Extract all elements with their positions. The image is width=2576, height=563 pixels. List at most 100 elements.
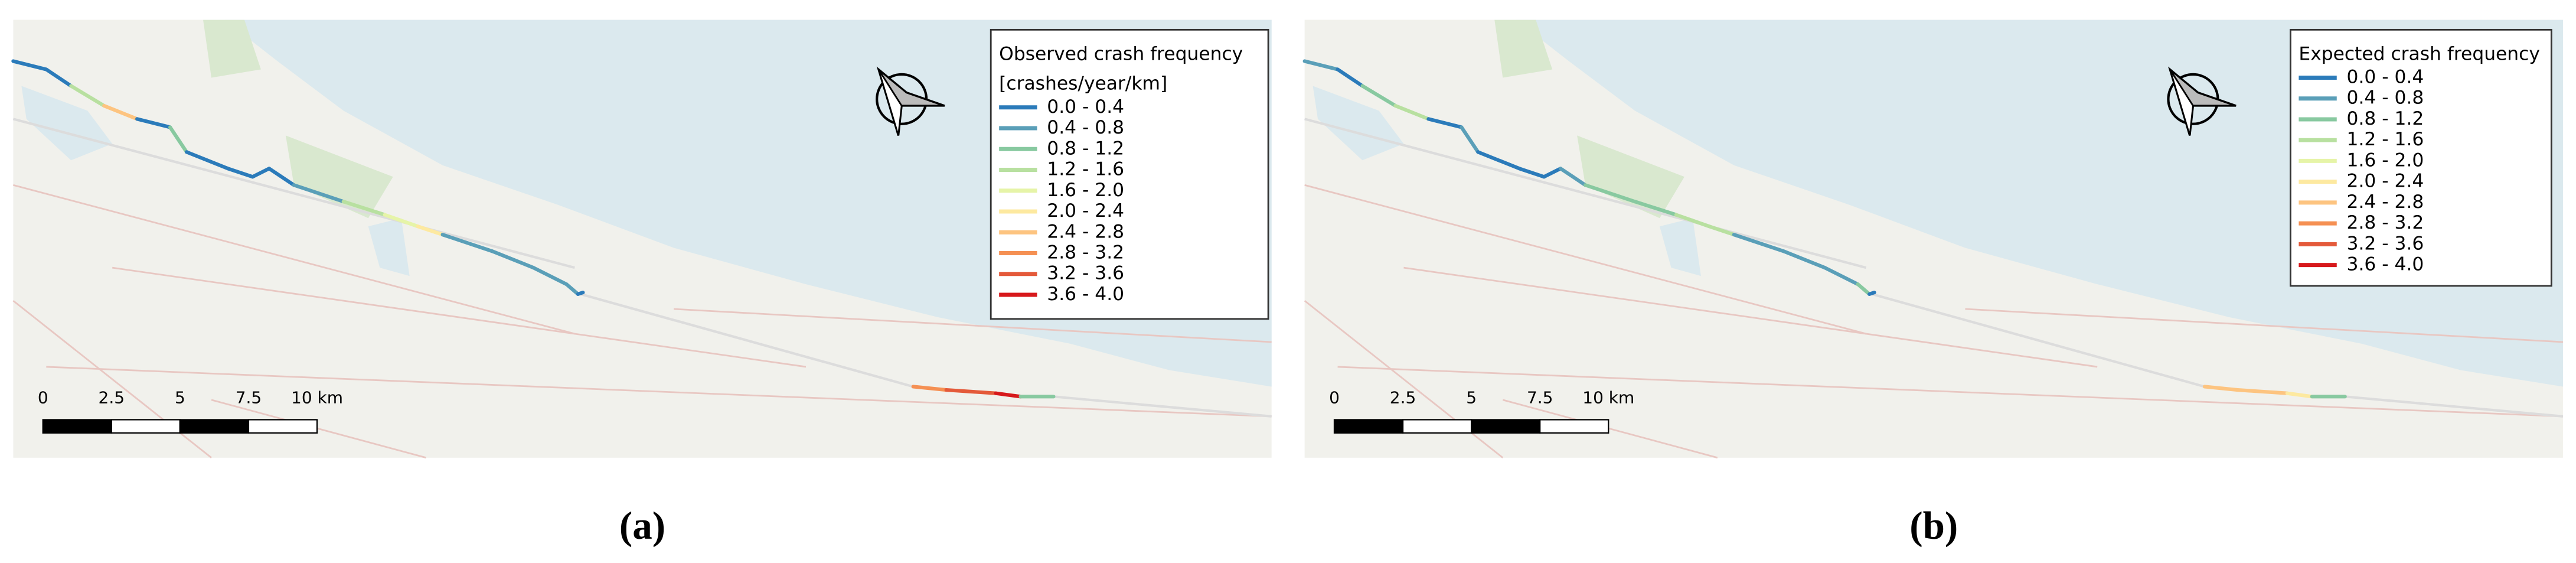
road-segment: [250, 167, 271, 179]
water-basin: [368, 218, 410, 276]
scale-bar-segment: [1333, 419, 1404, 434]
legend-label: 2.8 - 3.2: [2347, 212, 2424, 233]
road-segment: [1707, 224, 1736, 237]
road-segment: [267, 167, 296, 187]
minor-road: [1502, 399, 1718, 459]
road-segment: [2285, 391, 2314, 399]
road-segment: [383, 213, 420, 229]
legend-box: [990, 28, 1269, 320]
water-basin: [1313, 86, 1404, 161]
panel-label: (a): [619, 503, 665, 548]
scale-bar-label: 2.5: [1390, 388, 1416, 407]
north-arrow-needle-shade: [877, 69, 903, 136]
legend-label: 0.4 - 0.8: [2347, 87, 2424, 109]
scale-bar-segment: [1471, 419, 1541, 434]
road-segment: [226, 167, 255, 179]
road-segment: [1674, 213, 1711, 229]
minor-road: [12, 118, 575, 269]
north-arrow: [2167, 66, 2237, 136]
road-segment: [564, 282, 580, 296]
green-area: [1577, 135, 1684, 219]
minor-road: [46, 366, 1272, 418]
legend-label: 2.0 - 2.4: [2347, 171, 2424, 192]
minor-road: [1965, 308, 2564, 343]
legend-label: 3.6 - 4.0: [1047, 284, 1124, 305]
water-basin: [1659, 218, 1701, 276]
north-arrow-needle-shade: [2169, 69, 2194, 136]
legend-label: 0.8 - 1.2: [1047, 138, 1124, 159]
road-segment: [1867, 290, 1876, 296]
road-segment: [911, 385, 948, 392]
scale-bar-segment: [1539, 419, 1609, 434]
road-segment: [1823, 266, 1860, 287]
legend-label: 1.2 - 1.6: [1047, 159, 1124, 180]
road-segment: [1633, 200, 1679, 217]
minor-road: [574, 291, 914, 388]
road-segment: [2235, 388, 2289, 395]
road-segment: [1476, 150, 1522, 171]
legend-title: Observed crash frequency: [999, 43, 1243, 64]
legend-units: [crashes/year/km]: [999, 73, 1167, 95]
scale-bar-label: 0: [1329, 388, 1340, 407]
legend-label: 1.6 - 2.0: [1047, 180, 1124, 201]
north-arrow: [876, 66, 945, 136]
legend-label: 0.0 - 0.4: [1047, 96, 1124, 118]
road-segment: [1584, 183, 1637, 204]
minor-road: [211, 399, 426, 459]
legend-label: 0.4 - 0.8: [1047, 117, 1124, 138]
legend-label: 3.6 - 4.0: [2347, 254, 2424, 275]
green-area: [1494, 19, 1553, 78]
minor-road: [1866, 291, 2205, 388]
scale-bar-label: 10 km: [1582, 388, 1634, 407]
road-segment: [1426, 117, 1464, 129]
road-segment: [135, 117, 172, 129]
water-basin: [21, 86, 113, 161]
scale-bar-label: 7.5: [1527, 388, 1553, 407]
scale-bar-label: 2.5: [99, 388, 125, 407]
legend-label: 0.8 - 1.2: [2347, 108, 2424, 129]
road-segment: [440, 233, 494, 253]
legend-label: 2.8 - 3.2: [1047, 242, 1124, 263]
road-segment: [2202, 385, 2240, 392]
road-segment: [1336, 67, 1364, 88]
road-segment: [1542, 167, 1563, 179]
scale-bar-label: 7.5: [236, 388, 262, 407]
legend-label: 3.2 - 3.6: [2347, 233, 2424, 254]
road-segment: [944, 388, 998, 395]
road-segment: [1302, 59, 1340, 71]
legend-label: 3.2 - 3.6: [1047, 263, 1124, 284]
panel-label: (b): [1909, 503, 1958, 548]
scale-bar-label: 5: [175, 388, 185, 407]
scale-bar-label: 10 km: [291, 388, 343, 407]
road-segment: [69, 84, 106, 108]
road-segment: [994, 391, 1023, 399]
scale-bar-segment: [42, 419, 112, 434]
legend-label: 1.6 - 2.0: [2347, 149, 2424, 171]
figure-content: Observed crash frequency [crashes/year/km…: [11, 19, 2564, 548]
minor-road: [1304, 184, 1866, 335]
minor-road: [1337, 366, 2564, 418]
minor-road: [674, 308, 1272, 343]
legend-title: Expected crash frequency: [2299, 43, 2539, 64]
map-panel: Observed crash frequency [crashes/year/km…: [11, 19, 1272, 459]
scale-bar-segment: [179, 419, 250, 434]
road-segment: [1732, 233, 1785, 253]
road-segment: [576, 290, 585, 296]
road-segment: [1360, 84, 1398, 108]
minor-road: [13, 184, 575, 335]
scale-bar-label: 5: [1466, 388, 1477, 407]
road-segment: [1856, 282, 1872, 296]
road-segment: [168, 125, 189, 154]
road-segment: [1559, 167, 1588, 187]
road-segment: [416, 224, 445, 237]
scale-bar-segment: [247, 419, 318, 434]
road-segment: [490, 249, 536, 270]
road-segment: [531, 266, 569, 287]
road-segment: [1517, 167, 1546, 179]
scale-bar-label: 0: [38, 388, 48, 407]
legend-label: 0.0 - 0.4: [2347, 66, 2424, 87]
legend-label: 2.4 - 2.8: [1047, 221, 1124, 242]
road-segment: [1460, 125, 1480, 154]
